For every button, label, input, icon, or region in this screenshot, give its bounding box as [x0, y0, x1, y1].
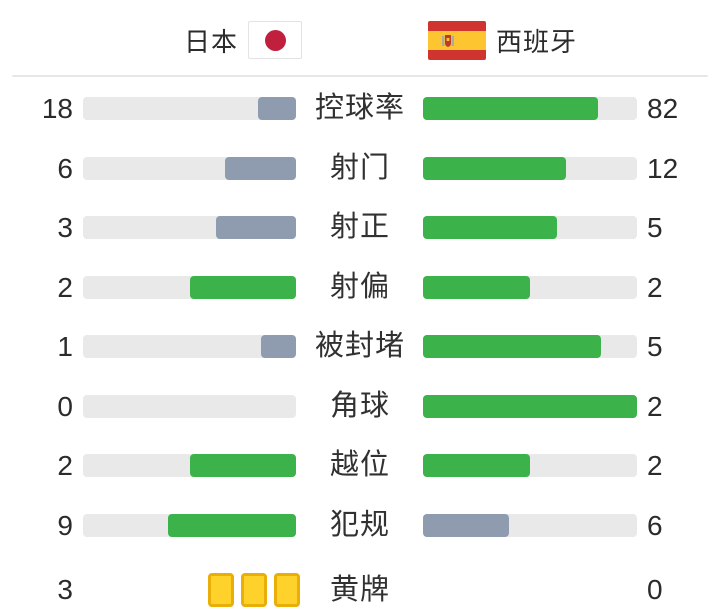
away-bar-fill — [423, 513, 509, 537]
home-bar — [83, 97, 296, 120]
away-bar — [423, 275, 637, 299]
home-bar — [83, 156, 296, 180]
home-bar — [83, 454, 296, 477]
away-bar-fill — [423, 335, 602, 358]
stat-row: 0 角球 2 — [0, 389, 720, 422]
yellow-card-icon — [241, 573, 267, 607]
home-bar — [83, 335, 296, 358]
home-value: 6 — [57, 152, 73, 184]
home-value: 3 — [57, 212, 73, 243]
stat-label: 犯规 — [329, 508, 390, 541]
japan-flag-sun — [264, 29, 286, 51]
home-value: 1 — [57, 331, 73, 362]
away-team-name: 西班牙 — [496, 26, 578, 57]
home-team-name: 日本 — [183, 26, 238, 57]
home-bar-fill — [260, 335, 296, 358]
away-bar — [423, 394, 637, 418]
stat-label: 射偏 — [329, 270, 390, 303]
stat-row: 3 黄牌 0 — [0, 573, 720, 607]
stat-label: 被封堵 — [314, 330, 405, 362]
away-bar — [423, 97, 637, 120]
away-value: 2 — [647, 271, 663, 303]
home-bar — [83, 275, 296, 299]
stat-row: 1 被封堵 5 — [0, 330, 720, 362]
away-value: 12 — [647, 152, 679, 184]
away-bar — [423, 454, 637, 477]
away-value: 6 — [647, 509, 663, 541]
home-bar-fill — [257, 97, 296, 120]
stat-row: 3 射正 5 — [0, 211, 720, 243]
away-value: 82 — [647, 93, 679, 124]
home-bar-fill — [168, 513, 296, 537]
stat-label: 黄牌 — [329, 574, 390, 606]
home-bar — [83, 513, 296, 537]
spain-crest-icon — [442, 34, 454, 47]
home-bar-fill — [216, 216, 296, 239]
stat-label: 射正 — [329, 211, 390, 243]
away-value: 5 — [647, 212, 663, 243]
away-bar — [423, 513, 637, 537]
home-value: 18 — [41, 93, 73, 124]
home-value: 2 — [57, 271, 73, 303]
away-value: 0 — [647, 574, 663, 605]
home-bar-fill — [189, 454, 296, 477]
home-value: 2 — [57, 450, 73, 481]
stat-label: 控球率 — [314, 92, 405, 124]
away-bar-fill — [423, 394, 637, 418]
away-bar — [423, 216, 637, 239]
spain-flag-icon — [428, 20, 486, 60]
away-bar — [423, 335, 637, 358]
stat-row: 18 控球率 82 — [0, 92, 720, 124]
stat-label: 越位 — [329, 449, 390, 481]
away-bar-fill — [423, 454, 530, 477]
away-team-header: 西班牙 — [428, 20, 577, 60]
yellow-cards — [208, 573, 300, 607]
stat-label: 角球 — [329, 389, 390, 422]
away-bar-fill — [423, 275, 530, 299]
stat-row: 2 射偏 2 — [0, 270, 720, 303]
away-bar-fill — [423, 97, 599, 120]
away-bar-fill — [423, 216, 557, 239]
home-value: 0 — [57, 390, 73, 422]
yellow-card-icon — [274, 573, 300, 607]
away-bar — [423, 156, 637, 180]
home-team-header: 日本 — [184, 20, 302, 60]
stat-row: 2 越位 2 — [0, 449, 720, 481]
home-bar-fill — [189, 275, 296, 299]
home-value: 9 — [57, 509, 73, 541]
stat-label: 射门 — [329, 151, 390, 184]
stat-row: 9 犯规 6 — [0, 508, 720, 541]
stat-row: 6 射门 12 — [0, 151, 720, 184]
away-value: 2 — [647, 450, 663, 481]
home-bar-fill — [225, 156, 296, 180]
yellow-card-icon — [208, 573, 234, 607]
away-bar-fill — [423, 156, 566, 180]
away-value: 2 — [647, 390, 663, 422]
japan-flag-icon — [248, 21, 302, 59]
away-value: 5 — [647, 331, 663, 362]
home-value: 3 — [57, 574, 73, 605]
home-bar — [83, 216, 296, 239]
header-divider — [12, 75, 708, 77]
home-bar — [83, 394, 296, 418]
